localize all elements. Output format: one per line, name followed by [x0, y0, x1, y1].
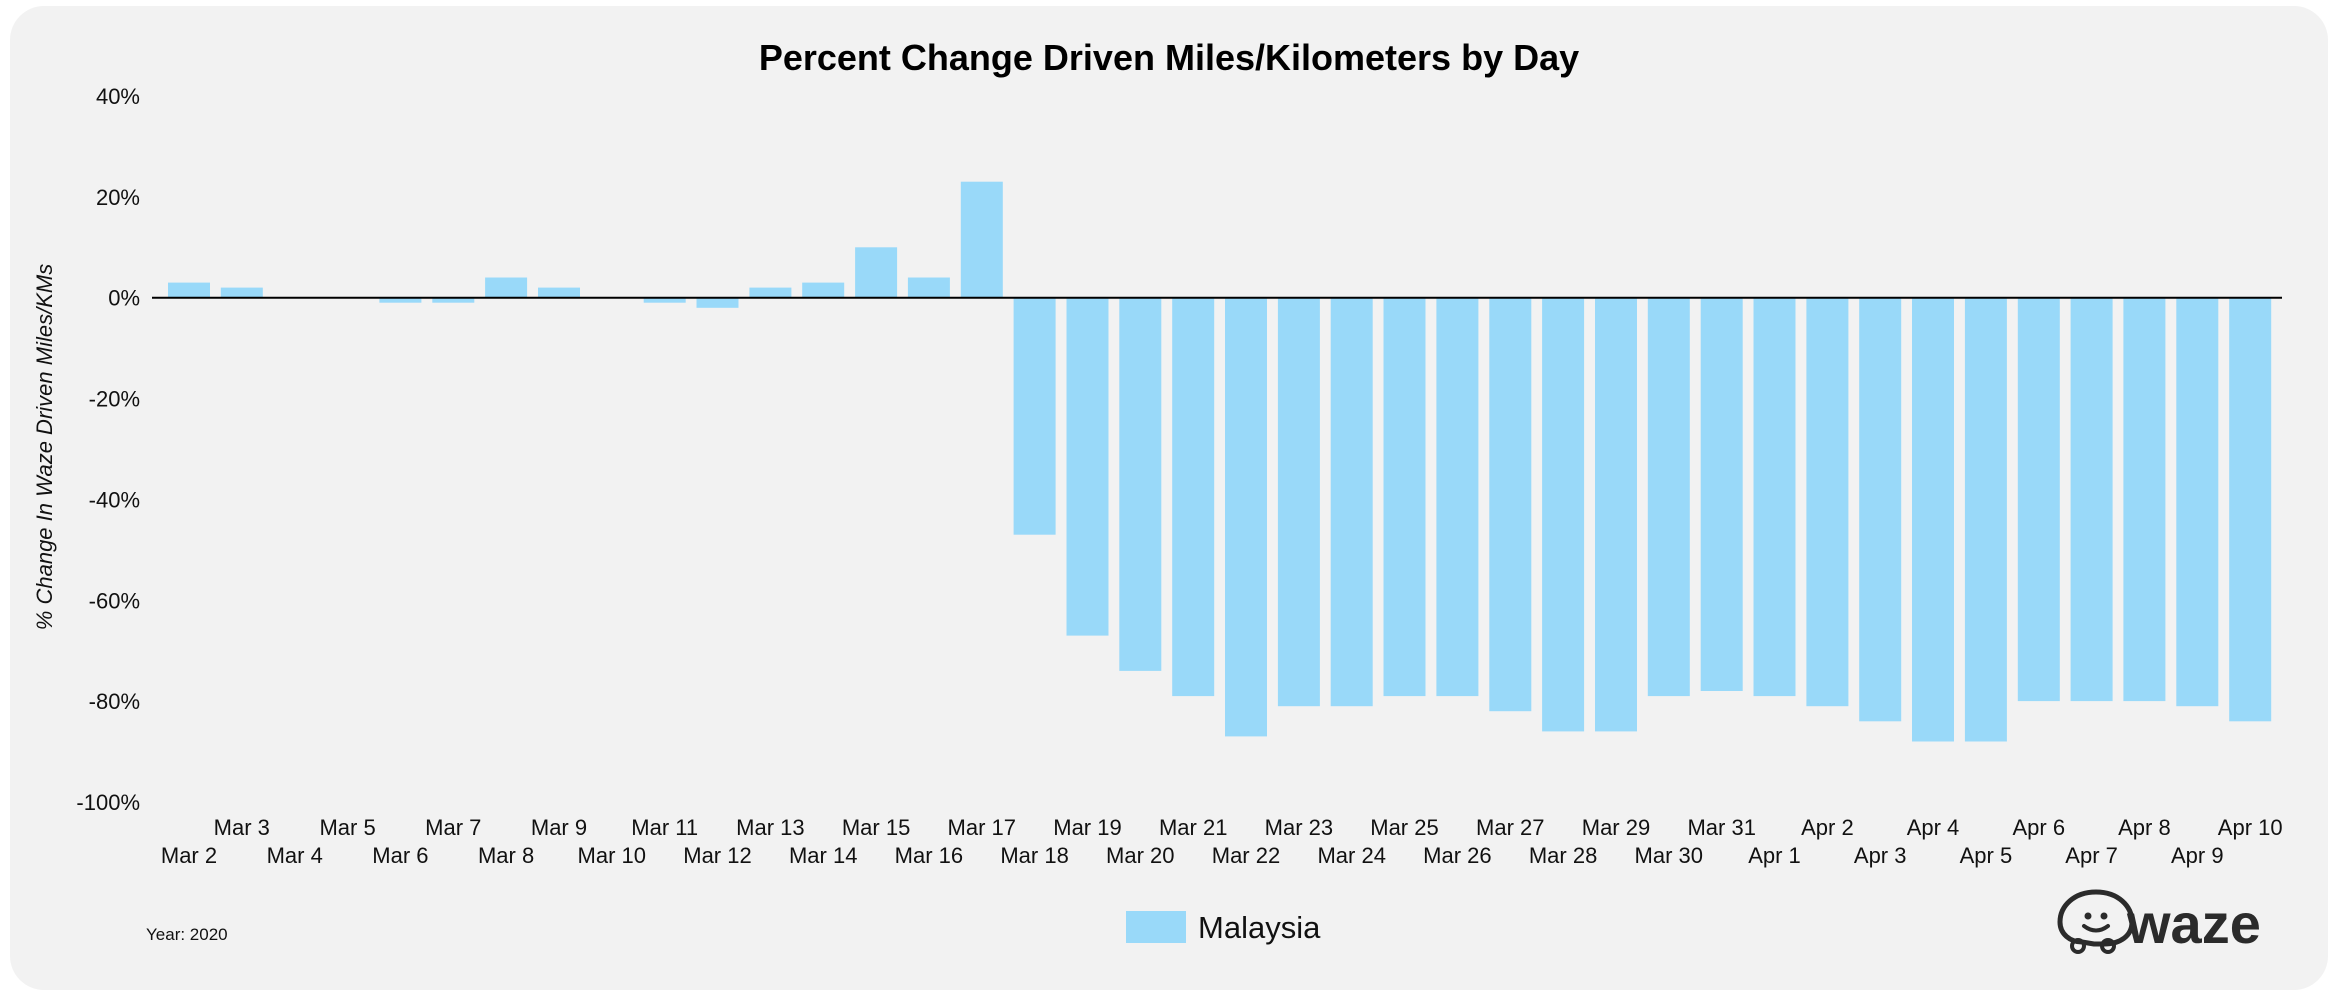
y-axis-label: % Change In Waze Driven Miles/KMs: [32, 264, 57, 630]
x-tick-label: Mar 20: [1106, 843, 1174, 868]
chart-title: Percent Change Driven Miles/Kilometers b…: [759, 37, 1579, 78]
x-tick-label: Apr 7: [2065, 843, 2118, 868]
legend: Malaysia: [1126, 910, 1321, 945]
x-tick-label: Apr 3: [1854, 843, 1907, 868]
x-tick-label: Apr 8: [2118, 815, 2171, 840]
bar-mar-7: [432, 297, 475, 303]
year-note: Year: 2020: [146, 925, 228, 944]
x-tick-label: Apr 4: [1907, 815, 1960, 840]
bar-mar-29: [1595, 297, 1637, 732]
bar-mar-23: [1277, 297, 1320, 707]
bar-mar-8: [485, 277, 528, 298]
x-tick-label: Mar 19: [1053, 815, 1121, 840]
x-tick-label: Apr 9: [2171, 843, 2224, 868]
x-tick-label: Mar 26: [1423, 843, 1491, 868]
bar-mar-25: [1383, 297, 1426, 697]
x-tick-label: Mar 27: [1476, 815, 1544, 840]
bar-mar-31: [1700, 297, 1743, 691]
x-tick-label: Mar 4: [267, 843, 323, 868]
x-tick-label: Mar 31: [1687, 815, 1755, 840]
waze-wazer-icon: [2057, 889, 2135, 954]
bar-mar-13: [749, 287, 792, 298]
bar-apr-4: [1912, 297, 1954, 742]
waze-logo: waze: [2057, 889, 2261, 955]
y-tick-label: -80%: [89, 689, 140, 714]
bar-apr-2: [1806, 297, 1849, 707]
bar-mar-11: [643, 297, 686, 303]
x-tick-label: Mar 3: [214, 815, 270, 840]
y-tick-label: -60%: [89, 588, 140, 613]
bar-mar-19: [1066, 297, 1109, 636]
x-tick-label: Mar 16: [895, 843, 963, 868]
x-tick-label: Mar 12: [683, 843, 751, 868]
x-tick-label: Mar 6: [372, 843, 428, 868]
bar-mar-12: [696, 297, 739, 308]
bar-mar-17: [960, 181, 1003, 298]
x-tick-label: Apr 10: [2218, 815, 2283, 840]
x-tick-label: Mar 18: [1000, 843, 1068, 868]
bar-apr-10: [2229, 297, 2272, 722]
x-tick-label: Mar 14: [789, 843, 857, 868]
x-tick-label: Mar 17: [948, 815, 1016, 840]
x-tick-label: Mar 8: [478, 843, 534, 868]
bar-mar-27: [1489, 297, 1532, 712]
bar-mar-15: [855, 247, 898, 298]
waze-logo-text: waze: [2126, 892, 2261, 955]
x-tick-label: Mar 15: [842, 815, 910, 840]
bar-mar-30: [1647, 297, 1690, 697]
x-tick-label: Mar 10: [578, 843, 646, 868]
x-tick-label: Mar 5: [319, 815, 375, 840]
bar-mar-9: [538, 287, 580, 298]
x-tick-label: Mar 21: [1159, 815, 1227, 840]
y-tick-label: -100%: [76, 790, 140, 815]
bar-mar-6: [379, 297, 422, 303]
bar-mar-24: [1330, 297, 1373, 707]
legend-label-malaysia: Malaysia: [1198, 910, 1321, 945]
y-tick-label: -40%: [89, 487, 140, 512]
x-tick-label: Apr 2: [1801, 815, 1854, 840]
bar-apr-8: [2123, 297, 2166, 702]
x-tick-label: Mar 25: [1370, 815, 1438, 840]
bar-apr-6: [2017, 297, 2060, 702]
bar-mar-14: [802, 282, 845, 298]
x-tick-label: Mar 23: [1265, 815, 1333, 840]
legend-swatch-malaysia: [1126, 911, 1186, 943]
x-tick-labels: Mar 2 Mar 3 Mar 4 Mar 5 Mar 6 Mar 7 Mar 8 Mar 9…: [161, 815, 2283, 868]
x-tick-label: Mar 13: [736, 815, 804, 840]
bar-mar-22: [1225, 297, 1267, 737]
x-tick-label: Apr 6: [2013, 815, 2066, 840]
x-tick-label: Mar 29: [1582, 815, 1650, 840]
bar-mar-18: [1013, 297, 1056, 535]
bar-mar-21: [1172, 297, 1215, 697]
x-tick-label: Mar 24: [1317, 843, 1385, 868]
bar-apr-5: [1964, 297, 2007, 742]
y-tick-label: 0%: [108, 286, 140, 311]
bar-apr-3: [1859, 297, 1902, 722]
x-tick-label: Mar 11: [631, 815, 698, 840]
bar-mar-28: [1542, 297, 1585, 732]
x-tick-label: Mar 7: [425, 815, 481, 840]
y-tick-label: 20%: [96, 185, 140, 210]
bar-apr-9: [2176, 297, 2219, 707]
bar-mar-20: [1119, 297, 1162, 671]
y-tick-label: 40%: [96, 84, 140, 109]
y-tick-label: -20%: [89, 387, 140, 412]
x-tick-label: Mar 28: [1529, 843, 1597, 868]
bar-apr-1: [1753, 297, 1796, 697]
x-tick-label: Mar 2: [161, 843, 217, 868]
x-tick-label: Apr 5: [1960, 843, 2013, 868]
y-tick-labels: 40% 20% 0% -20% -40% -60% -80% -100%: [76, 84, 140, 815]
x-tick-label: Mar 30: [1635, 843, 1703, 868]
bar-mar-2: [168, 282, 210, 298]
bar-mar-26: [1436, 297, 1479, 697]
bar-mar-3: [220, 287, 263, 298]
x-tick-label: Mar 22: [1212, 843, 1280, 868]
x-tick-label: Mar 9: [531, 815, 587, 840]
bar-mar-16: [907, 277, 950, 298]
x-tick-label: Apr 1: [1748, 843, 1801, 868]
bar-apr-7: [2070, 297, 2113, 702]
bars: [168, 181, 2272, 742]
